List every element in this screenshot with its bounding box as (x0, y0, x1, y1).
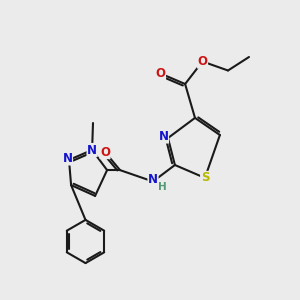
Text: H: H (158, 182, 166, 192)
Text: O: O (155, 67, 166, 80)
Text: N: N (158, 130, 169, 143)
Text: N: N (87, 143, 97, 157)
Text: O: O (100, 146, 110, 159)
Text: N: N (148, 172, 158, 186)
Text: N: N (62, 152, 73, 165)
Text: S: S (201, 171, 209, 184)
Text: O: O (197, 55, 208, 68)
